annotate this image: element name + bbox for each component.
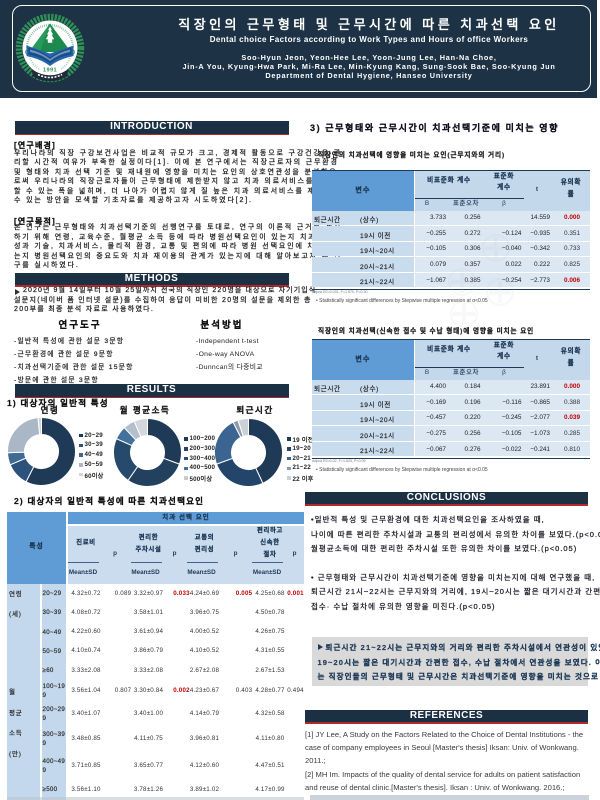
- svg-text:1991: 1991: [43, 68, 57, 74]
